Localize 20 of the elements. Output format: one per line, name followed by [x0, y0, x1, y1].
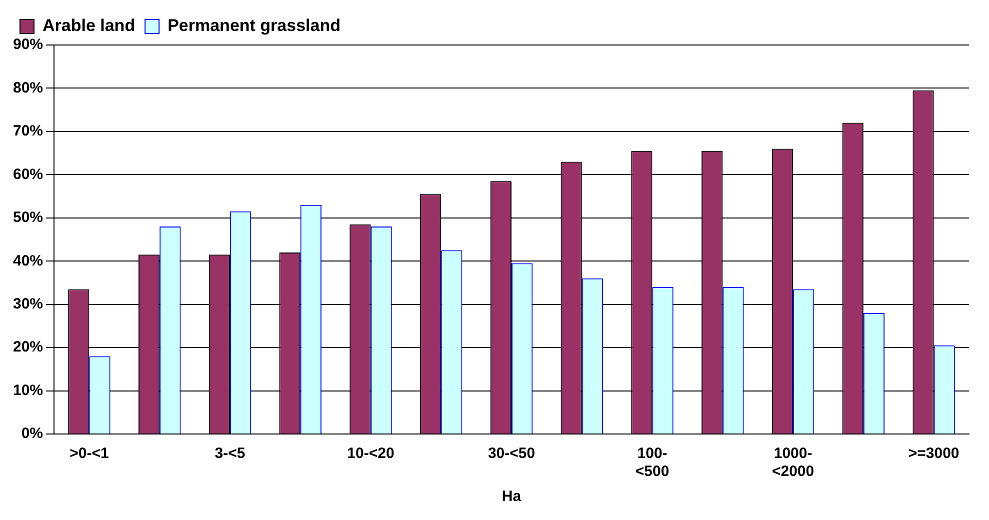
y-tick-label: 30%: [12, 295, 44, 312]
y-tick-label: 0%: [21, 425, 44, 442]
y-tick-label: 60%: [12, 166, 44, 183]
y-tick-label: 90%: [12, 36, 44, 54]
x-tick-label: >=3000: [908, 445, 960, 462]
y-tick-label: 70%: [12, 122, 44, 140]
y-tick-label: 80%: [12, 79, 44, 96]
y-tick-label: 40%: [12, 252, 44, 270]
legend-label: Arable land: [42, 16, 136, 36]
x-tick-label: 3-<5: [214, 445, 246, 462]
x-axis-title: Ha: [502, 488, 522, 506]
legend-label: Permanent grassland: [168, 16, 340, 36]
x-tick-label: >0-<1: [70, 445, 109, 462]
x-tick-label: 100-<500: [635, 445, 670, 480]
x-tick-label: 1000-<2000: [772, 445, 814, 480]
x-tick-label: 30-<50: [488, 445, 536, 462]
x-tick-label: 10-<20: [347, 445, 394, 462]
y-tick-label: 20%: [12, 338, 44, 356]
y-tick-label: 50%: [12, 209, 44, 226]
y-tick-label: 10%: [12, 382, 44, 399]
